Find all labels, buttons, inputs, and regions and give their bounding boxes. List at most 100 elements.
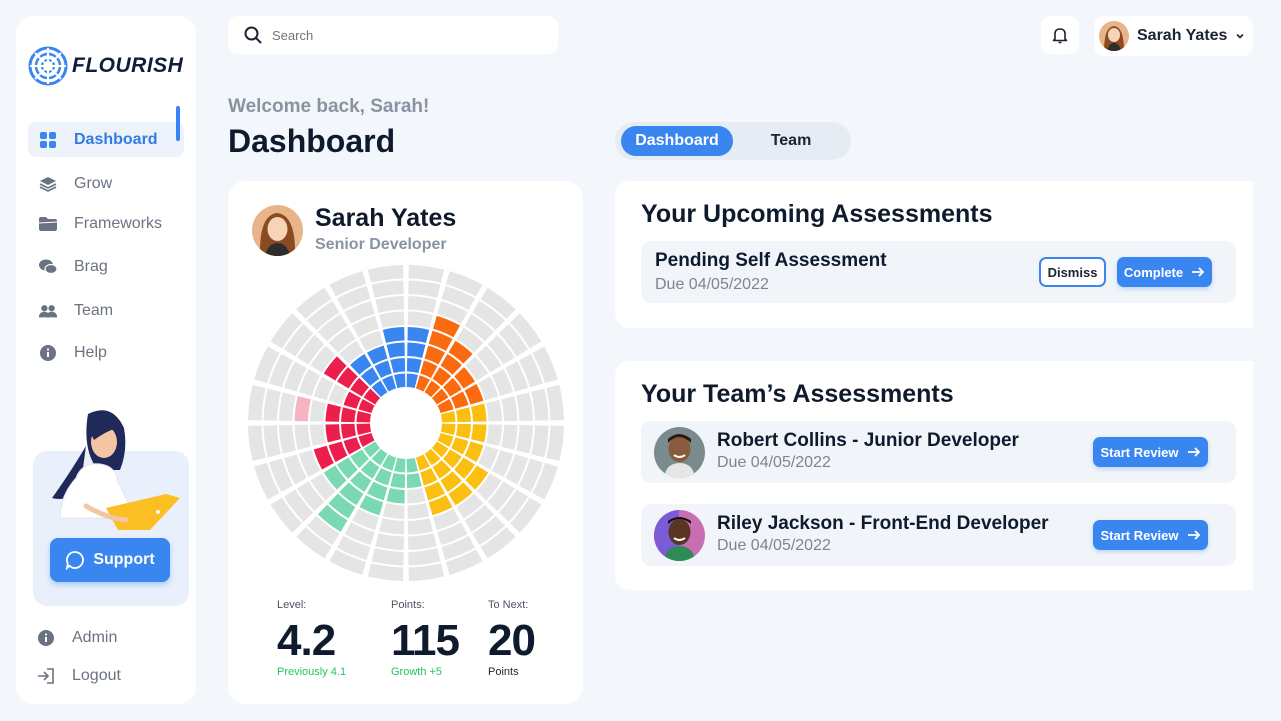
wheel-cell (360, 367, 380, 386)
wheel-cell (296, 287, 332, 320)
complete-label: Complete (1123, 264, 1184, 280)
wheel-cell (501, 424, 518, 450)
wheel-cell (478, 376, 499, 401)
wheel-cell (375, 296, 404, 313)
arrow-right-icon (1187, 530, 1200, 540)
support-button[interactable]: Support (50, 538, 170, 582)
wheel-cell (359, 495, 384, 516)
woman-laptop-illustration (52, 410, 180, 530)
points-growth: Growth +5 (391, 666, 443, 678)
wheel-cell (339, 482, 364, 506)
sidebar-item-label: Dashboard (74, 130, 158, 148)
wheel-cell (325, 403, 341, 422)
wheel-cell (294, 396, 311, 422)
wheel-cell (440, 354, 462, 375)
wheel-cell (428, 330, 453, 351)
wheel-cell (408, 548, 441, 566)
wheel-cell (420, 468, 438, 486)
wheel-cell (350, 471, 372, 492)
wheel-cell (465, 356, 489, 381)
wheel-cell (269, 458, 294, 493)
logo[interactable]: FLOURISH (28, 46, 183, 86)
wheel-cell (323, 356, 347, 381)
wheel-cell (408, 265, 445, 283)
sidebar-item-label: Admin (72, 628, 118, 646)
wheel-cell (328, 384, 348, 405)
wheel-cell (406, 358, 422, 374)
wheel-cell (487, 334, 515, 365)
wheel-cell (464, 441, 484, 462)
wheel-cell (464, 314, 495, 342)
wheel-cell (363, 441, 381, 458)
wheel-cell (375, 533, 404, 550)
wheel-cell (516, 392, 533, 421)
wheel-cell (472, 300, 505, 331)
wheel-cell (408, 563, 445, 581)
sidebar-item-help[interactable]: Help (28, 335, 184, 370)
info-icon (38, 343, 58, 363)
wheel-cell (310, 345, 336, 373)
wheel-cell (325, 424, 341, 443)
wheel-cell (263, 425, 281, 458)
info-icon (36, 628, 56, 648)
wheel-cell (283, 324, 314, 357)
wheel-cell (433, 315, 461, 338)
wheel-cell (505, 361, 529, 392)
wheel-cell (505, 454, 529, 485)
wheel-cell (532, 462, 558, 500)
wheel-cell (310, 473, 336, 501)
wheel-cell (351, 508, 379, 531)
wheel-cell (307, 515, 340, 546)
profile-role: Senior Developer (315, 236, 447, 253)
wheel-cell (415, 454, 430, 471)
sidebar-item-dashboard[interactable]: Dashboard (28, 122, 184, 157)
wheel-cell (269, 353, 294, 388)
complete-button[interactable]: Complete (1117, 257, 1212, 287)
user-menu[interactable]: Sarah Yates (1094, 16, 1253, 56)
sidebar-item-team[interactable]: Team (28, 293, 184, 328)
wheel-cell (350, 449, 369, 469)
tab-team[interactable]: Team (770, 132, 812, 149)
wheel-cell (310, 399, 326, 422)
tab-dashboard[interactable]: Dashboard (621, 126, 733, 156)
wheel-cell (394, 457, 406, 473)
logo-icon (28, 46, 68, 86)
chat-bubbles-icon (38, 257, 58, 277)
sidebar-item-logout[interactable]: Logout (26, 658, 182, 693)
wheel-cell (480, 287, 516, 320)
wheel-cell (445, 271, 483, 297)
search-input[interactable] (272, 27, 532, 43)
wheel-cell (386, 342, 405, 358)
wheel-cell (464, 384, 484, 405)
wheel-cell (408, 280, 441, 298)
sidebar-item-brag[interactable]: Brag (28, 249, 184, 284)
wheel-cell (358, 399, 375, 414)
wheel-cell (298, 450, 321, 478)
wheel-cell (339, 340, 364, 364)
wheel-cell (509, 497, 542, 533)
wheel-cell (440, 423, 456, 435)
wheel-cell (313, 445, 334, 470)
wheel-cell (476, 473, 502, 501)
wheel-cell (386, 488, 405, 504)
start-review-button[interactable]: Start Review (1093, 520, 1208, 550)
wheel-cell (374, 360, 392, 378)
wheel-cell (367, 265, 404, 283)
wheel-cell (328, 493, 356, 519)
sidebar-item-frameworks[interactable]: Frameworks (28, 206, 184, 241)
wheel-cell (367, 345, 388, 365)
welcome-message: Welcome back, Sarah! (228, 96, 430, 117)
start-review-button[interactable]: Start Review (1093, 437, 1208, 467)
notifications-button[interactable] (1041, 16, 1079, 54)
wheel-cell (263, 388, 281, 421)
profile-name: Sarah Yates (315, 204, 457, 232)
wheel-cell (382, 454, 397, 471)
dismiss-button[interactable]: Dismiss (1039, 257, 1106, 287)
search-bar[interactable] (228, 16, 558, 54)
sidebar-item-grow[interactable]: Grow (28, 166, 184, 201)
start-review-label: Start Review (1100, 527, 1179, 543)
wheel-cell (371, 380, 388, 398)
sidebar-item-admin[interactable]: Admin (26, 620, 182, 655)
wheel-cell (379, 311, 405, 328)
wheel-cell (441, 286, 476, 311)
